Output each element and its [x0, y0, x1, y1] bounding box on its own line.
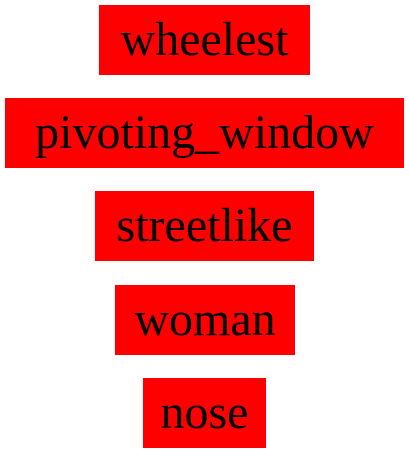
word-label-wheelest: wheelest [99, 5, 310, 75]
word-label-nose: nose [143, 378, 266, 448]
word-label-streetlike: streetlike [95, 191, 314, 261]
word-label-pivoting-window: pivoting_window [5, 98, 404, 168]
word-label-woman: woman [115, 285, 295, 355]
